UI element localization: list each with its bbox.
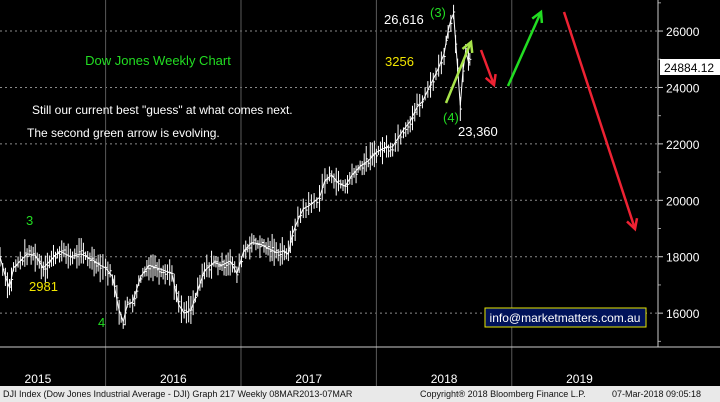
green-arrow-head bbox=[531, 9, 544, 24]
yellow-green-arrow-head bbox=[461, 39, 474, 54]
x-tick-label-2016: 2016 bbox=[160, 372, 187, 386]
wave-4-label: (4) bbox=[443, 110, 459, 125]
right-level-label: 3256 bbox=[385, 54, 414, 69]
axes: 16000 18000 20000 22000 24000 26000 2015 2016 20… bbox=[0, 0, 720, 386]
y-tick-label-26000: 26000 bbox=[666, 25, 700, 39]
forecast-arrows bbox=[444, 9, 639, 232]
long-red-arrow-head bbox=[626, 217, 639, 232]
price-line bbox=[0, 13, 470, 324]
last-price-label: 24884.12 bbox=[664, 61, 714, 75]
green-arrow-shaft bbox=[506, 11, 543, 87]
y-tick-label-18000: 18000 bbox=[666, 251, 700, 265]
left-wave-3-label: 3 bbox=[26, 213, 33, 228]
short-red-arrow-shaft bbox=[479, 49, 496, 86]
y-tick-label-22000: 22000 bbox=[666, 138, 700, 152]
footer-timestamp: 07-Mar-2018 09:05:18 bbox=[612, 389, 702, 399]
subtitle-line-2: The second green arrow is evolving. bbox=[27, 126, 220, 140]
y-tick-label-20000: 20000 bbox=[666, 194, 700, 208]
trough-value-label: 23,360 bbox=[458, 124, 498, 139]
contact-box bbox=[484, 307, 647, 328]
footer-bar: DJI Index (Dow Jones Industrial Average … bbox=[0, 386, 720, 402]
y-tick-label-16000: 16000 bbox=[666, 307, 700, 321]
footer-security-info: DJI Index (Dow Jones Industrial Average … bbox=[3, 389, 353, 399]
yellow-green-arrow-shaft bbox=[444, 41, 473, 104]
left-level-label: 2981 bbox=[29, 279, 58, 294]
short-red-arrow-head bbox=[484, 73, 497, 88]
subtitle-line-1: Still our current best "guess" at what c… bbox=[32, 103, 293, 117]
x-tick-label-2017: 2017 bbox=[295, 372, 322, 386]
y-tick-label-24000: 24000 bbox=[666, 81, 700, 95]
footer-copyright: Copyright® 2018 Bloomberg Finance L.P. bbox=[420, 389, 586, 399]
last-price-tag bbox=[660, 59, 720, 75]
x-tick-label-2018: 2018 bbox=[431, 372, 458, 386]
x-tick-label-2019: 2019 bbox=[566, 372, 593, 386]
peak-value-label: 26,616 bbox=[384, 12, 424, 27]
wave-3-label: (3) bbox=[430, 5, 446, 20]
long-red-arrow-shaft bbox=[562, 11, 637, 230]
price-series bbox=[0, 4, 472, 329]
year-separators bbox=[105, 0, 513, 386]
chart-title: Dow Jones Weekly Chart bbox=[85, 53, 231, 68]
x-tick-label-2015: 2015 bbox=[25, 372, 52, 386]
left-wave-4-label: 4 bbox=[98, 315, 105, 330]
contact-email[interactable]: info@marketmatters.com.au bbox=[490, 311, 641, 325]
